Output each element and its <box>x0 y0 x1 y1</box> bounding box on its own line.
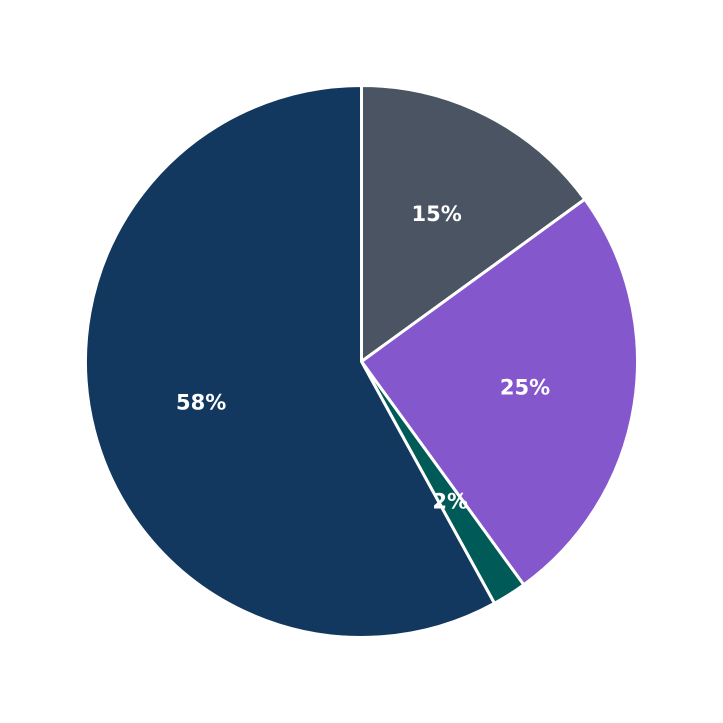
pie-slice-3 <box>84 84 496 639</box>
pie-slice-label-0: 15% <box>412 202 462 226</box>
pie-slice-label-2: 2% <box>432 489 468 513</box>
pie-slices <box>84 84 639 639</box>
pie-slice-1 <box>360 197 639 587</box>
pie-slice-0 <box>360 84 587 363</box>
pie-slice-labels: 15% 25% 2% 58% <box>176 202 550 513</box>
pie-slice-label-3: 58% <box>176 391 226 415</box>
pie-slice-label-1: 25% <box>500 375 550 399</box>
